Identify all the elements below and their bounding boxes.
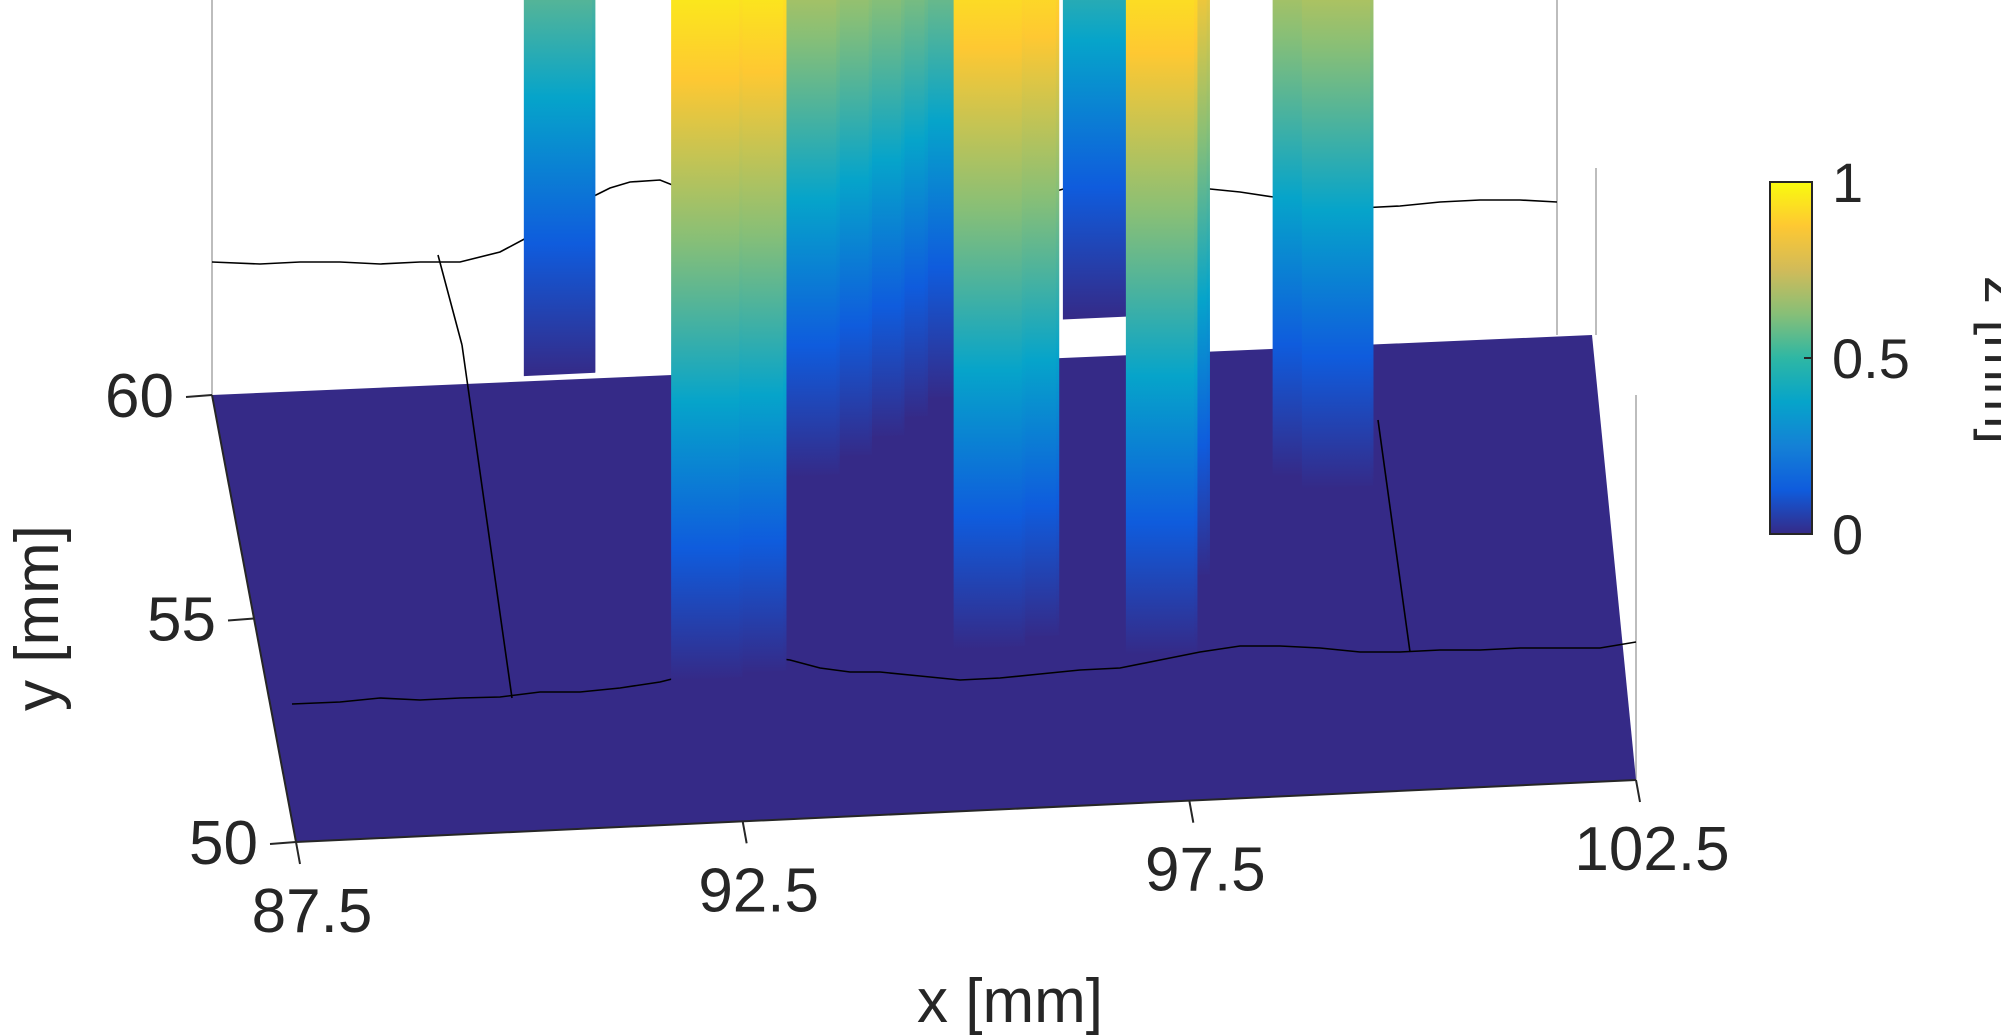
x-tick-label: 102.5 <box>1574 815 1729 884</box>
pillar-front-face <box>1125 0 1198 655</box>
y-tick-label: 60 <box>105 362 174 431</box>
pillar-group <box>523 0 1374 681</box>
pillar-side-face <box>901 0 905 436</box>
pillar-front-face <box>1301 0 1374 489</box>
y-tick-mark <box>269 841 297 845</box>
x-tick-label: 92.5 <box>698 856 819 925</box>
x-ticks: 87.5 92.5 97.5 102.5 <box>252 779 1730 946</box>
pillar-front-face <box>671 0 743 681</box>
y-ticks: 50 55 60 <box>105 362 297 878</box>
pillar-side-face <box>1206 0 1210 575</box>
pillar-side-face <box>591 0 596 373</box>
x-tick-mark <box>1188 800 1195 823</box>
pillar-side-face <box>783 0 787 671</box>
colorbar-tick-label: 0.5 <box>1832 327 1910 390</box>
x-tick-label: 87.5 <box>252 877 373 946</box>
pillar-side-face <box>1193 0 1198 652</box>
pillar-side-face <box>1021 0 1026 646</box>
colorbar: 00.51 z [mm] <box>1769 151 2001 566</box>
pillar-side-face <box>739 0 743 678</box>
pillar-side-face <box>836 0 840 475</box>
pillar-side-face <box>868 0 872 455</box>
pillar-front-face <box>523 0 596 377</box>
y-tick-label: 55 <box>147 586 216 655</box>
profile-line-front <box>291 641 1637 705</box>
profile-line-front-cross-left <box>461 344 513 699</box>
x-tick-mark <box>741 821 748 844</box>
pillar-side-face <box>1370 0 1374 486</box>
colorbar-tick-label: 1 <box>1832 151 1863 214</box>
profile-line-back-cross <box>437 254 463 346</box>
axis-box-lines <box>211 0 1637 780</box>
x-tick-mark <box>1635 779 1641 803</box>
colorbar-label: z [mm] <box>1973 276 2001 444</box>
x-tick-mark <box>295 841 301 865</box>
x-axis-label: x [mm] <box>917 967 1103 1036</box>
pillar-side-face <box>1055 0 1060 636</box>
pillar-front-face <box>1062 0 1135 320</box>
y-tick-mark <box>185 394 213 398</box>
x-axis-edge <box>295 779 1637 843</box>
x-tick-label: 97.5 <box>1145 836 1266 905</box>
pillar-front-face <box>953 0 1026 650</box>
pillar-side-face <box>924 0 928 416</box>
y-axis-label: y [mm] <box>3 525 72 711</box>
profile-line-front-cross-right <box>1377 419 1411 653</box>
colorbar-tick-label: 0 <box>1832 503 1863 566</box>
y-tick-label: 50 <box>189 809 258 878</box>
colorbar-ticks: 00.51 <box>1804 151 1910 566</box>
y-tick-mark <box>227 617 255 622</box>
